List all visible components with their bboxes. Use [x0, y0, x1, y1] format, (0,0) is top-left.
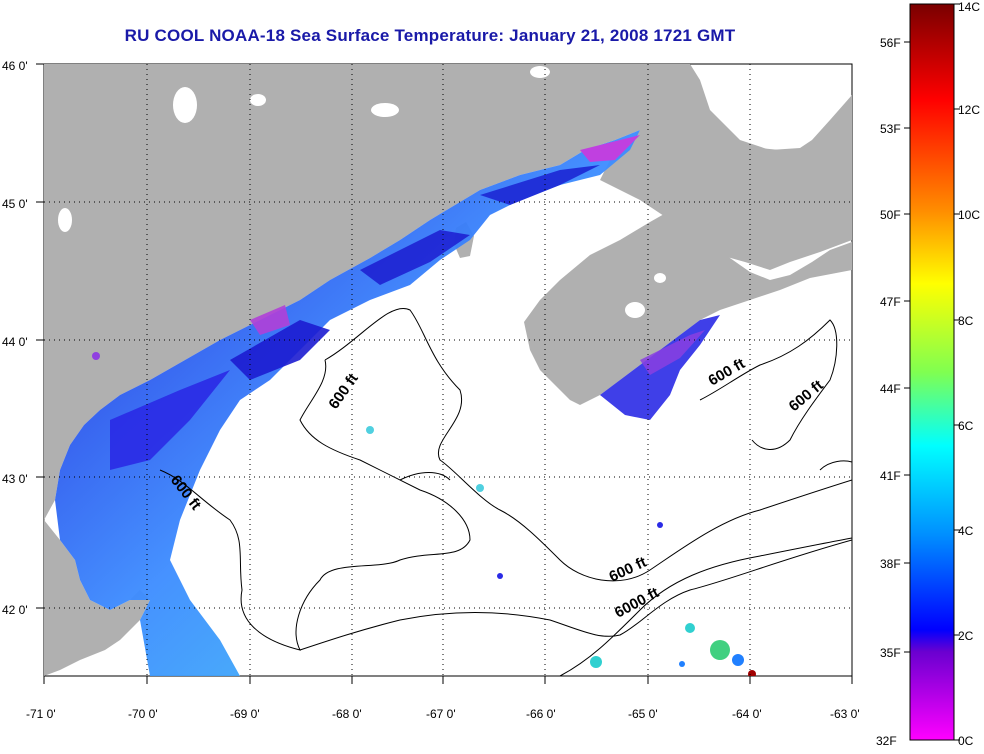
land-pei	[700, 148, 800, 165]
lat-tick-label: 42 0'	[2, 603, 28, 617]
lat-tick-label: 43 0'	[2, 472, 28, 486]
colorbar-f-label: 41F	[880, 469, 901, 483]
colorbar-f-label: 38F	[880, 557, 901, 571]
colorbar-f-label: 56F	[880, 36, 901, 50]
lon-tick-label: -63 0'	[830, 707, 860, 721]
lat-tick-label: 45 0'	[2, 197, 28, 211]
lat-tick-label: 46 0'	[2, 59, 28, 73]
lon-tick-label: -70 0'	[128, 707, 158, 721]
land-massachusetts	[44, 520, 150, 676]
colorbar-c-label: 6C	[958, 419, 974, 433]
colorbar-c-label: 2C	[958, 629, 974, 643]
colorbar-c-label: 4C	[958, 524, 974, 538]
colorbar-c-label: 0C	[958, 734, 974, 748]
lat-tick-label: 44 0'	[2, 335, 28, 349]
lon-tick-label: -65 0'	[628, 707, 658, 721]
colorbar-f-label: 50F	[880, 208, 901, 222]
lon-tick-label: -69 0'	[230, 707, 260, 721]
lon-tick-label: -71 0'	[26, 707, 56, 721]
colorbar-ticks	[904, 3, 960, 741]
colorbar-c-label: 14C	[958, 0, 981, 14]
colorbar-f-label: 35F	[880, 646, 901, 660]
colorbar-f-label: 32F	[876, 734, 897, 748]
lon-tick-label: -67 0'	[426, 707, 456, 721]
lon-tick-label: -64 0'	[732, 707, 762, 721]
lon-tick-label: -68 0'	[332, 707, 362, 721]
colorbar-f-label: 53F	[880, 122, 901, 136]
lon-tick-label: -66 0'	[526, 707, 556, 721]
bathymetry-contours	[159, 307, 852, 676]
colorbar-gradient	[909, 3, 955, 741]
land-mainland	[44, 64, 852, 520]
frame-ticks	[36, 63, 853, 684]
colorbar-f-label: 47F	[880, 295, 901, 309]
colorbar-c-label: 10C	[958, 208, 981, 222]
land-nova-scotia	[524, 205, 852, 405]
colorbar-f-label: 44F	[880, 382, 901, 396]
colorbar-c-label: 8C	[958, 314, 974, 328]
colorbar-c-label: 12C	[958, 103, 981, 117]
map-title: RU COOL NOAA-18 Sea Surface Temperature:…	[124, 26, 736, 45]
graticule	[44, 64, 852, 676]
